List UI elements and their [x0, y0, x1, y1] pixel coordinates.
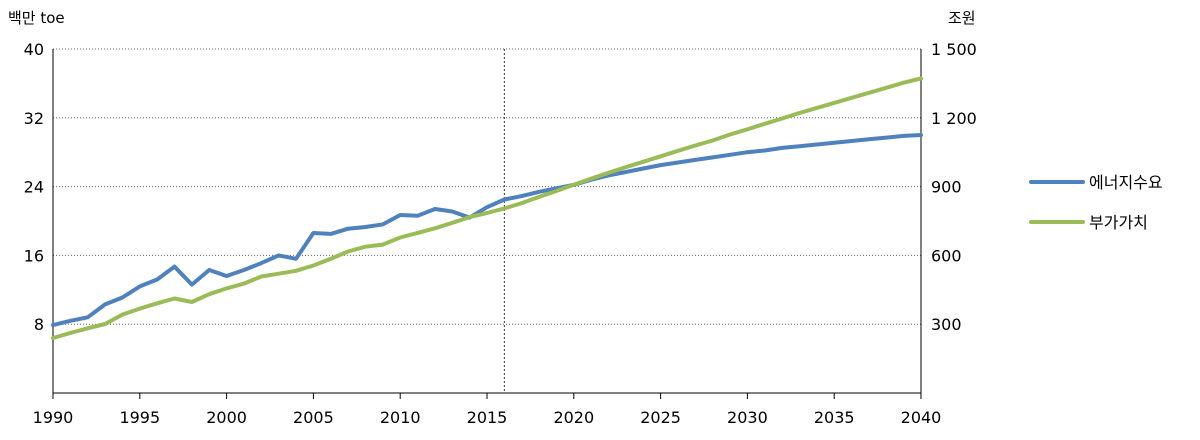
x-tick-label: 2015 [467, 408, 508, 427]
legend-label: 에너지수요 [1089, 173, 1163, 192]
left-tick-label: 8 [34, 315, 44, 334]
axes: 8 16 24 32 40 300 600 900 1 200 1 500 1990 1995 2000… [24, 40, 977, 427]
x-tick-label: 2020 [553, 408, 594, 427]
right-tick-label: 600 [931, 246, 962, 265]
right-tick-label: 300 [931, 315, 962, 334]
x-tick-label: 2030 [727, 408, 768, 427]
series-line-energy-demand [51, 133, 923, 328]
right-tick-label: 1 500 [931, 40, 977, 59]
x-tick-label: 2000 [206, 408, 247, 427]
x-tick-label: 2025 [640, 408, 681, 427]
gridlines [53, 48, 921, 325]
x-tick-label: 2005 [293, 408, 334, 427]
x-tick-label: 2040 [901, 408, 942, 427]
right-tick-label: 1 200 [931, 109, 977, 128]
left-axis-label: 백만 toe [8, 9, 65, 27]
x-tick-label: 1995 [119, 408, 160, 427]
left-tick-label: 32 [24, 109, 44, 128]
series-lines [51, 76, 923, 340]
x-tick-label: 2035 [814, 408, 855, 427]
right-tick-label: 900 [931, 178, 962, 197]
left-tick-label: 24 [24, 178, 44, 197]
left-tick-label: 40 [24, 40, 44, 59]
series-line-value-added [51, 76, 923, 340]
left-tick-label: 16 [24, 246, 44, 265]
x-tick-label: 2010 [380, 408, 421, 427]
right-axis-label: 조원 [948, 9, 976, 27]
x-tick-label: 1990 [33, 408, 74, 427]
legend-label: 부가가치 [1089, 213, 1148, 232]
